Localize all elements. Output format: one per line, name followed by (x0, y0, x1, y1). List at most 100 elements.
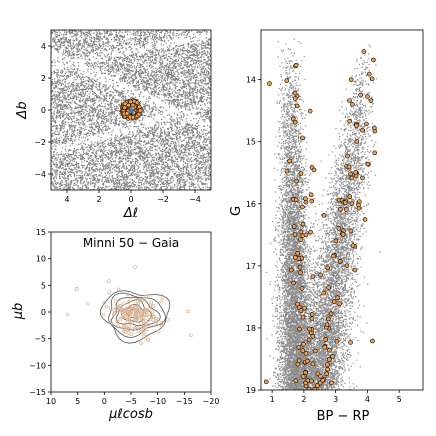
sky-field-star (67, 114, 69, 116)
sky-field-star (79, 121, 81, 124)
sky-field-star (203, 70, 206, 72)
sky-field-star (96, 96, 99, 99)
sky-field-star (70, 112, 72, 114)
sky-field-star (193, 134, 195, 136)
sky-field-star (92, 81, 94, 84)
sky-field-star (122, 101, 124, 103)
sky-field-star (169, 144, 171, 146)
sky-field-star (61, 180, 63, 182)
sky-field-star (186, 65, 188, 67)
sky-field-star (80, 85, 82, 87)
sky-field-star (114, 109, 116, 111)
sky-field-star (74, 139, 76, 141)
sky-field-star (174, 142, 176, 144)
sky-field-star (198, 54, 200, 56)
sky-field-star (88, 170, 90, 172)
sky-field-star (202, 142, 204, 144)
sky-field-star (103, 43, 105, 46)
sky-field-star (62, 167, 64, 169)
sky-field-star (192, 47, 195, 49)
sky-field-star (84, 99, 87, 101)
sky-field-star (111, 158, 113, 160)
sky-field-star (134, 170, 136, 172)
sky-field-star (75, 89, 77, 92)
sky-field-star (175, 78, 178, 80)
sky-field-star (146, 136, 148, 138)
sky-field-star (73, 89, 76, 91)
sky-field-star (182, 133, 184, 135)
sky-field-star (144, 54, 146, 56)
sky-field-star (64, 30, 66, 32)
sky-field-star (67, 163, 69, 166)
sky-field-star (168, 66, 170, 69)
sky-field-star (198, 57, 200, 59)
sky-field-star (168, 153, 170, 155)
sky-field-star (201, 71, 203, 74)
sky-field-star (62, 79, 64, 81)
sky-field-star (209, 129, 211, 131)
sky-field-star (97, 127, 99, 129)
sky-field-star (180, 71, 182, 73)
sky-field-star (137, 152, 139, 154)
sky-field-star (103, 84, 105, 86)
sky-field-star (130, 83, 132, 85)
sky-field-star (98, 84, 100, 87)
sky-field-star (175, 85, 177, 88)
sky-field-star (107, 108, 109, 110)
sky-field-star (199, 168, 201, 170)
sky-field-star (61, 173, 64, 175)
sky-field-star (67, 130, 69, 132)
sky-field-star (119, 79, 121, 81)
sky-field-star (206, 159, 208, 161)
sky-field-star (83, 31, 85, 34)
sky-field-star (162, 164, 164, 166)
sky-field-star (83, 109, 85, 111)
sky-field-star (195, 56, 197, 59)
sky-field-star (120, 135, 122, 138)
sky-field-star (195, 186, 197, 188)
sky-field-star (69, 140, 71, 142)
sky-field-star (186, 166, 188, 168)
sky-field-star (129, 146, 132, 148)
sky-field-star (81, 120, 83, 122)
sky-field-star (200, 79, 202, 81)
sky-field-star (58, 183, 60, 185)
sky-field-star (95, 48, 97, 50)
sky-field-star (126, 177, 128, 179)
sky-field-star (97, 38, 99, 40)
sky-field-star (160, 80, 163, 82)
sky-field-star (156, 30, 158, 31)
sky-field-star (126, 74, 128, 76)
sky-field-star (55, 184, 57, 186)
sky-field-star (156, 176, 158, 178)
sky-field-star (54, 61, 56, 63)
sky-field-star (185, 100, 187, 102)
sky-field-star (180, 94, 182, 96)
sky-field-star (80, 175, 82, 177)
sky-field-star (147, 91, 149, 93)
sky-field-star (160, 159, 163, 162)
sky-field-star (102, 129, 104, 131)
sky-field-star (104, 165, 106, 167)
sky-field-star (187, 128, 189, 131)
sky-field-star (108, 65, 110, 68)
sky-field-star (127, 186, 129, 188)
sky-field-star (74, 30, 76, 31)
sky-field-star (120, 131, 122, 133)
sky-field-star (63, 142, 65, 144)
sky-field-star (112, 142, 114, 144)
sky-field-star (95, 150, 98, 152)
sky-field-star (137, 184, 140, 186)
sky-field-star (128, 42, 130, 44)
sky-field-star (137, 146, 139, 148)
sky-field-star (146, 156, 148, 158)
sky-field-star (77, 170, 79, 172)
sky-field-star (97, 61, 99, 63)
sky-field-star (118, 109, 120, 111)
sky-field-star (208, 78, 210, 80)
sky-field-star (139, 32, 142, 34)
sky-field-star (135, 52, 137, 55)
sky-field-star (53, 163, 55, 165)
sky-field-star (195, 113, 197, 115)
